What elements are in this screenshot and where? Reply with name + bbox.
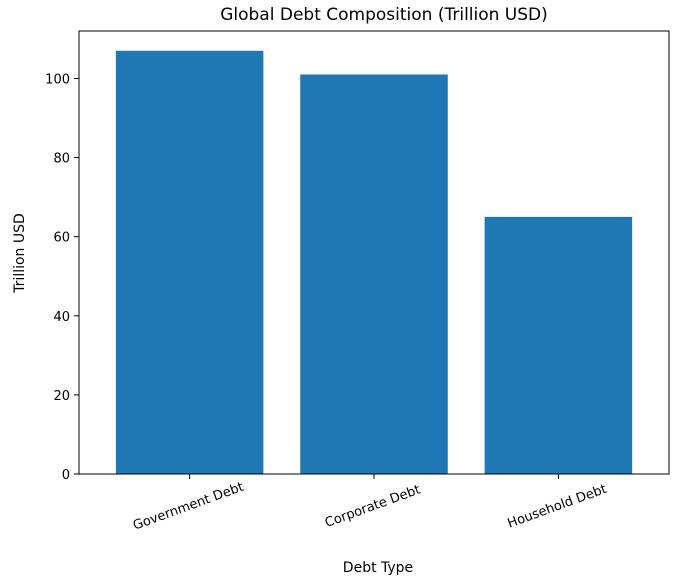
y-tick-label: 0 xyxy=(62,468,70,483)
x-tick-label: Corporate Debt xyxy=(323,482,423,530)
bars xyxy=(115,50,633,475)
y-axis-ticks: 0 20 40 60 80 100 xyxy=(45,72,79,483)
x-axis-label: Debt Type xyxy=(343,560,413,576)
bar-government-debt xyxy=(115,50,264,474)
y-tick-label: 20 xyxy=(53,389,70,404)
x-tick-label: Household Debt xyxy=(506,482,609,532)
x-tick-label: Government Debt xyxy=(131,480,246,534)
x-axis-ticks: Government Debt Corporate Debt Household D… xyxy=(131,474,609,534)
y-axis-label: Trillion USD xyxy=(12,213,28,294)
y-tick-label: 40 xyxy=(53,310,70,325)
y-tick-label: 100 xyxy=(45,72,70,87)
chart-title: Global Debt Composition (Trillion USD) xyxy=(220,5,548,25)
plot-frame xyxy=(78,30,670,475)
y-tick-label: 80 xyxy=(53,152,70,167)
bar-corporate-debt xyxy=(300,74,448,475)
y-tick-label: 60 xyxy=(53,231,70,246)
bar-household-debt xyxy=(484,216,633,474)
